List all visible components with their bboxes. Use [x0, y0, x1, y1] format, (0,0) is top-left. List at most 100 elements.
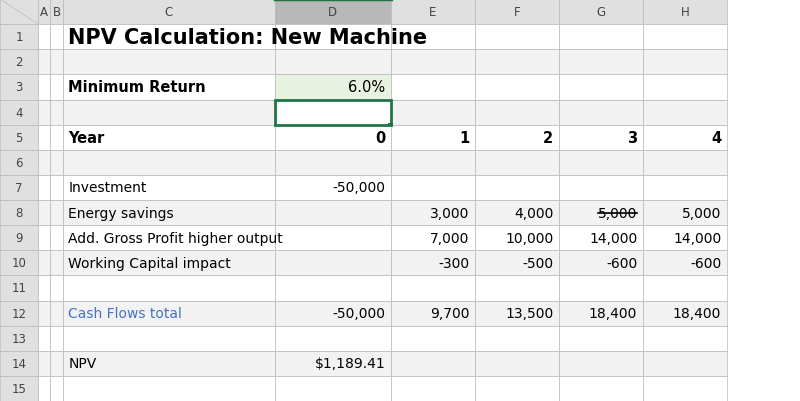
Text: H: H — [681, 6, 689, 19]
Text: 4: 4 — [711, 130, 722, 145]
Bar — [0, 301, 38, 326]
Bar — [38, 100, 50, 125]
Bar — [275, 351, 391, 376]
Text: 3: 3 — [627, 130, 638, 145]
Bar — [275, 176, 391, 200]
Bar — [275, 301, 391, 326]
Text: 5,000: 5,000 — [598, 206, 638, 220]
Text: 5,000: 5,000 — [682, 206, 722, 220]
Bar — [391, 176, 475, 200]
Text: Investment: Investment — [69, 181, 146, 195]
Bar — [38, 125, 50, 150]
Bar — [50, 25, 62, 50]
Bar — [391, 276, 475, 301]
Bar — [62, 25, 275, 50]
Bar — [38, 251, 50, 276]
Bar — [643, 326, 726, 351]
Bar — [38, 351, 50, 376]
Bar — [475, 326, 558, 351]
Text: 0: 0 — [375, 130, 386, 145]
Text: 1: 1 — [459, 130, 469, 145]
Text: -300: -300 — [438, 256, 469, 270]
Bar — [62, 376, 275, 401]
Text: $1,189.41: $1,189.41 — [314, 356, 386, 371]
Bar — [391, 326, 475, 351]
Text: NPV Calculation: New Machine: NPV Calculation: New Machine — [69, 28, 427, 48]
Bar — [50, 176, 62, 200]
Text: 9: 9 — [15, 232, 22, 245]
Bar — [50, 125, 62, 150]
Text: 11: 11 — [11, 282, 26, 295]
Bar — [62, 351, 275, 376]
Bar — [62, 125, 275, 150]
Text: F: F — [514, 6, 520, 19]
Bar — [475, 0, 558, 25]
Bar — [643, 25, 726, 50]
Text: -500: -500 — [522, 256, 554, 270]
Bar — [50, 0, 62, 25]
Text: B: B — [53, 6, 61, 19]
Bar — [391, 376, 475, 401]
Bar — [558, 276, 643, 301]
Text: -50,000: -50,000 — [332, 306, 386, 320]
Bar — [558, 75, 643, 100]
Text: 14,000: 14,000 — [589, 231, 638, 245]
Bar — [391, 351, 475, 376]
Text: 10: 10 — [11, 257, 26, 269]
Bar — [0, 225, 38, 251]
Bar — [275, 200, 391, 225]
Bar — [275, 50, 391, 75]
Text: 6.0%: 6.0% — [348, 80, 386, 95]
Bar — [50, 200, 62, 225]
Bar — [38, 326, 50, 351]
Bar — [643, 225, 726, 251]
Bar — [558, 326, 643, 351]
Text: 2: 2 — [15, 56, 22, 69]
Text: NPV: NPV — [69, 356, 97, 371]
Text: Minimum Return: Minimum Return — [69, 80, 206, 95]
Bar — [275, 326, 391, 351]
Bar — [391, 25, 475, 50]
Bar — [558, 301, 643, 326]
Text: Energy savings: Energy savings — [69, 206, 174, 220]
Bar — [62, 276, 275, 301]
Bar — [0, 125, 38, 150]
Text: 9,700: 9,700 — [430, 306, 469, 320]
Bar — [558, 351, 643, 376]
Bar — [475, 276, 558, 301]
Text: 13: 13 — [11, 332, 26, 345]
Bar — [62, 301, 275, 326]
Bar — [475, 25, 558, 50]
Text: 18,400: 18,400 — [673, 306, 722, 320]
Text: 18,400: 18,400 — [589, 306, 638, 320]
Bar — [38, 150, 50, 176]
Bar — [0, 25, 38, 50]
Bar — [0, 176, 38, 200]
Bar — [643, 251, 726, 276]
Bar — [38, 75, 50, 100]
Bar — [391, 75, 475, 100]
Bar — [643, 301, 726, 326]
Bar — [275, 225, 391, 251]
Bar — [0, 351, 38, 376]
Text: 3: 3 — [15, 81, 22, 94]
Bar — [475, 125, 558, 150]
Bar — [0, 150, 38, 176]
Text: 3,000: 3,000 — [430, 206, 469, 220]
Text: E: E — [429, 6, 437, 19]
Text: -600: -600 — [690, 256, 722, 270]
Bar — [391, 0, 475, 25]
Bar — [50, 225, 62, 251]
Bar — [558, 251, 643, 276]
Text: -50,000: -50,000 — [332, 181, 386, 195]
Bar — [62, 50, 275, 75]
Bar — [50, 276, 62, 301]
Bar — [475, 100, 558, 125]
Text: C: C — [165, 6, 173, 19]
Bar — [50, 75, 62, 100]
Text: Add. Gross Profit higher output: Add. Gross Profit higher output — [69, 231, 283, 245]
Bar — [643, 0, 726, 25]
Bar — [391, 150, 475, 176]
Bar — [643, 150, 726, 176]
Bar — [38, 276, 50, 301]
